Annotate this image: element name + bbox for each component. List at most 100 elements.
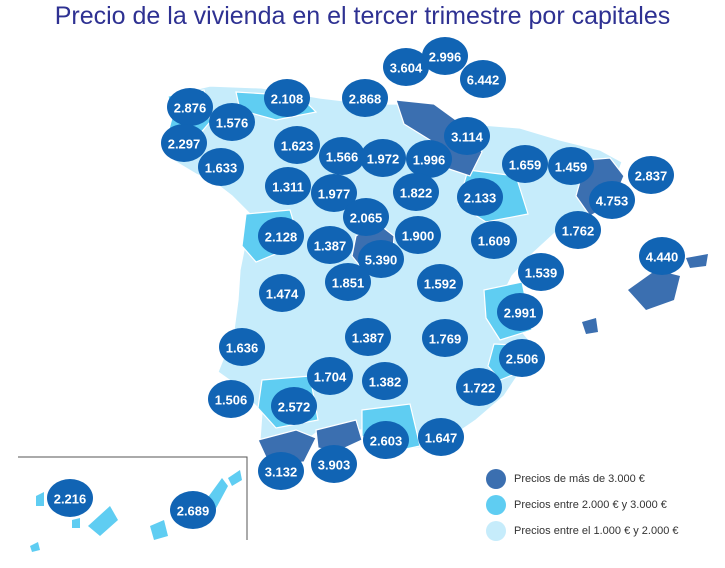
price-label: 2.991 [504, 306, 537, 321]
price-label: 5.390 [365, 253, 398, 268]
island-lanzarote [228, 470, 242, 486]
price-label: 2.996 [429, 50, 462, 65]
price-bubble [360, 139, 406, 177]
price-label: 1.382 [369, 375, 402, 390]
price-bubble [363, 421, 409, 459]
price-label: 2.133 [464, 191, 497, 206]
price-label: 2.868 [349, 92, 382, 107]
map-title: Precio de la vivienda en el tercer trime… [54, 2, 671, 30]
price-label: 2.297 [168, 137, 201, 152]
legend-label-medium: Precios entre 2.000 € y 3.000 € [514, 499, 667, 511]
price-bubble [422, 319, 468, 357]
price-bubble [639, 237, 685, 275]
price-label: 3.903 [318, 458, 351, 473]
price-bubble [258, 452, 304, 490]
price-bubble [518, 253, 564, 291]
balearic-islands [582, 254, 708, 334]
price-bubble [274, 126, 320, 164]
price-bubble [395, 216, 441, 254]
legend-item-medium: Precios entre 2.000 € y 3.000 € [486, 492, 679, 518]
price-label: 3.604 [390, 61, 423, 76]
price-label: 1.506 [215, 393, 248, 408]
legend-swatch-medium [486, 495, 506, 515]
price-bubble [265, 167, 311, 205]
legend-label-low: Precios entre el 1.000 € y 2.000 € [514, 525, 679, 537]
inset-frame [18, 456, 248, 540]
price-bubble [319, 137, 365, 175]
price-label: 2.837 [635, 169, 668, 184]
price-bubble [499, 339, 545, 377]
price-bubble [259, 274, 305, 312]
price-bubble [383, 48, 429, 86]
price-bubble [307, 357, 353, 395]
price-label: 1.972 [367, 152, 400, 167]
price-label: 4.753 [596, 194, 629, 209]
island-mallorca [628, 270, 680, 310]
price-bubble [325, 263, 371, 301]
legend-swatch-high [486, 469, 506, 489]
price-label: 1.576 [216, 116, 249, 131]
price-label: 1.769 [429, 332, 462, 347]
island-la-palma [36, 492, 44, 506]
price-label: 1.704 [314, 370, 347, 385]
price-bubble [208, 380, 254, 418]
price-label: 2.876 [174, 101, 207, 116]
price-label: 1.609 [478, 234, 511, 249]
price-bubble [311, 445, 357, 483]
legend-item-low: Precios entre el 1.000 € y 2.000 € [486, 518, 679, 544]
price-label: 1.387 [352, 331, 385, 346]
price-bubble [258, 217, 304, 255]
price-label: 1.636 [226, 341, 259, 356]
island-menorca [686, 254, 708, 268]
price-bubble [161, 124, 207, 162]
price-label: 4.440 [646, 250, 679, 265]
price-label: 1.566 [326, 150, 359, 165]
price-bubble [209, 103, 255, 141]
legend-swatch-low [486, 521, 506, 541]
price-bubble [47, 479, 93, 517]
price-label: 1.659 [509, 158, 542, 173]
price-label: 3.132 [265, 465, 298, 480]
price-label: 1.633 [205, 161, 238, 176]
price-label: 1.311 [272, 180, 304, 195]
price-bubble [343, 198, 389, 236]
price-label: 1.996 [413, 153, 446, 168]
island-ibiza [582, 318, 598, 334]
price-bubble [502, 145, 548, 183]
price-bubble [497, 293, 543, 331]
price-label: 3.114 [451, 130, 484, 145]
price-label: 1.474 [266, 287, 299, 302]
price-bubble [219, 328, 265, 366]
price-label: 2.506 [506, 352, 539, 367]
price-label: 1.387 [314, 239, 347, 254]
price-label: 2.216 [54, 492, 87, 507]
price-bubble [311, 174, 357, 212]
price-bubble [393, 173, 439, 211]
price-label: 1.592 [424, 277, 457, 292]
price-bubble [342, 79, 388, 117]
price-label: 2.689 [177, 504, 210, 519]
price-bubble [456, 368, 502, 406]
price-label: 1.822 [400, 186, 433, 201]
island-el-hierro [30, 542, 40, 552]
price-bubble [362, 362, 408, 400]
price-bubble [358, 240, 404, 278]
price-bubble [422, 37, 468, 75]
price-bubble [548, 147, 594, 185]
price-label: 1.623 [281, 139, 314, 154]
price-bubble [198, 148, 244, 186]
price-label: 6.442 [467, 73, 500, 88]
price-bubble [406, 140, 452, 178]
price-label: 1.647 [425, 431, 458, 446]
price-bubble [589, 181, 635, 219]
price-label: 2.065 [350, 211, 383, 226]
price-bubble [555, 211, 601, 249]
price-bubble [264, 79, 310, 117]
price-label: 1.459 [555, 160, 588, 175]
price-label: 1.851 [332, 276, 365, 291]
price-bubble [271, 387, 317, 425]
price-bubble [170, 491, 216, 529]
price-label: 2.108 [271, 92, 304, 107]
price-bubble [444, 117, 490, 155]
